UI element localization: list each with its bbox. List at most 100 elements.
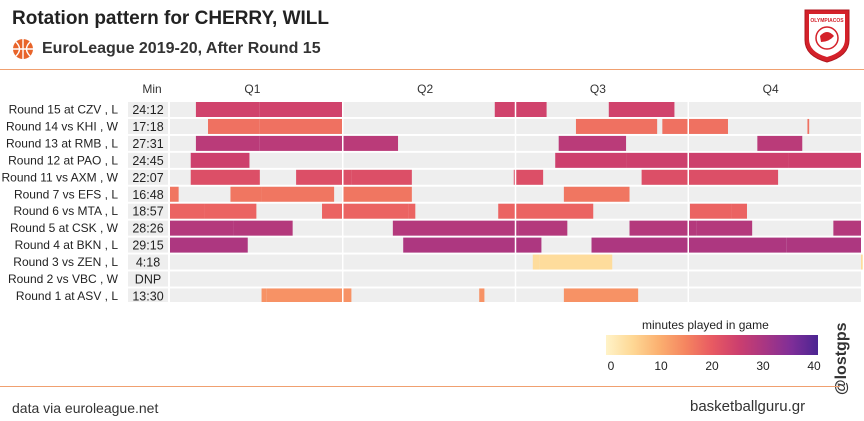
stint-bar xyxy=(351,169,412,185)
chart-subtitle: EuroLeague 2019-20, After Round 15 xyxy=(42,40,321,57)
stint-bar xyxy=(563,186,630,202)
stint-bar xyxy=(563,288,639,302)
stint-bar xyxy=(518,220,568,236)
stint-bar xyxy=(259,102,343,117)
stint-bar xyxy=(731,203,747,219)
olympiacos-logo-icon: OLYMPIACOS xyxy=(804,9,850,63)
stint-bar xyxy=(788,152,861,168)
game-label: Round 2 vs VBC , W xyxy=(8,272,119,286)
stint-bar xyxy=(494,102,547,117)
stint-bar xyxy=(539,254,613,270)
legend-tick: 30 xyxy=(756,359,770,373)
stint-bar xyxy=(591,237,689,253)
game-label: Round 12 at PAO , L xyxy=(8,153,118,167)
minutes-cell xyxy=(128,237,168,253)
legend-color-scale xyxy=(606,335,818,355)
stint-bar xyxy=(204,203,257,219)
stint-bar xyxy=(195,102,260,117)
stint-bar xyxy=(259,118,343,134)
stint-bar xyxy=(575,118,658,134)
minutes-cell xyxy=(128,254,168,270)
quarter-label: Q4 xyxy=(763,82,779,96)
game-label: Round 4 at BKN , L xyxy=(15,238,119,252)
minutes-value: 24:12 xyxy=(132,103,163,117)
footer-divider xyxy=(0,386,840,387)
stint-bar xyxy=(757,135,803,151)
logo-lettering: OLYMPIACOS xyxy=(810,18,844,24)
minutes-value: DNP xyxy=(135,273,161,287)
minutes-cell xyxy=(128,220,168,236)
min-column-header: Min xyxy=(142,82,161,96)
game-label: Round 14 vs KHI , W xyxy=(6,119,119,133)
stint-bar xyxy=(230,186,262,202)
minutes-value: 13:30 xyxy=(132,289,163,302)
stint-bar xyxy=(662,118,728,134)
minutes-value: 22:07 xyxy=(132,171,163,185)
minutes-cell xyxy=(128,118,168,134)
quarter-label: Q2 xyxy=(417,82,433,96)
stint-bar xyxy=(296,169,352,185)
minutes-cell xyxy=(128,152,168,168)
euroleague-logo-icon xyxy=(13,39,33,59)
minutes-value: 28:26 xyxy=(132,222,163,236)
stint-bar xyxy=(626,152,789,168)
legend-tick: 10 xyxy=(654,359,668,373)
stint-bar xyxy=(342,288,352,302)
game-label: Round 1 at ASV , L xyxy=(16,289,118,302)
rotation-heatmap: Min Q1 Q2 Q3 Q4 Round 15 at CZV , L 24:12 Round… xyxy=(2,82,863,302)
stint-bar xyxy=(403,237,542,253)
author-handle: @lostgps xyxy=(833,322,850,396)
stint-bar xyxy=(208,118,260,134)
stint-bar xyxy=(696,220,753,236)
stint-bar xyxy=(170,186,179,202)
stint-bar xyxy=(479,288,485,302)
game-label: Round 15 at CZV , L xyxy=(9,103,119,117)
game-label: Round 11 vs AXM , W xyxy=(2,170,119,184)
minutes-value: 17:18 xyxy=(132,120,163,134)
stint-bar xyxy=(261,288,267,302)
stint-bar xyxy=(342,186,412,202)
stint-bar xyxy=(170,203,205,219)
minutes-value: 27:31 xyxy=(132,137,163,151)
stint-bar xyxy=(861,254,863,270)
header-divider xyxy=(0,69,864,70)
legend-ticks: 0 10 20 30 40 xyxy=(600,359,826,375)
stint-bar xyxy=(190,169,260,185)
chart-title: Rotation pattern for CHERRY, WILL xyxy=(12,8,329,29)
stint-bar xyxy=(261,186,335,202)
stint-bar xyxy=(195,135,260,151)
stint-bar xyxy=(608,102,675,117)
game-label: Round 3 vs ZEN , L xyxy=(13,255,118,269)
legend-tick: 20 xyxy=(705,359,719,373)
legend-tick: 0 xyxy=(607,359,615,373)
stint-bar xyxy=(689,203,732,219)
legend-tick: 40 xyxy=(807,359,821,373)
stint-bar xyxy=(641,169,779,185)
stint-bar xyxy=(833,220,861,236)
minutes-cell xyxy=(128,186,168,202)
minutes-cell xyxy=(128,203,168,219)
minutes-value: 16:48 xyxy=(132,188,163,202)
site-link[interactable]: basketballguru.gr xyxy=(690,398,806,415)
minutes-value: 24:45 xyxy=(132,154,163,168)
game-label: Round 13 at RMB , L xyxy=(6,136,118,150)
game-label: Round 6 vs MTA , L xyxy=(14,204,119,218)
minutes-value: 18:57 xyxy=(132,205,163,219)
game-label: Round 5 at CSK , W xyxy=(10,221,119,235)
stint-bar xyxy=(558,135,627,151)
stint-bar xyxy=(498,203,594,219)
minutes-value: 4:18 xyxy=(136,256,160,270)
quarter-label: Q1 xyxy=(244,82,260,96)
stint-bar xyxy=(629,220,697,236)
stint-bar xyxy=(786,237,861,253)
stint-bar xyxy=(513,169,544,185)
stint-bar xyxy=(322,203,409,219)
stint-bar xyxy=(170,220,234,236)
stint-bar xyxy=(532,254,540,270)
stint-bar xyxy=(392,220,519,236)
stint-bar xyxy=(266,288,343,302)
game-label: Round 7 vs EFS , L xyxy=(14,187,118,201)
stint-bar xyxy=(233,220,293,236)
minutes-cell xyxy=(128,135,168,151)
stint-bar xyxy=(688,237,787,253)
